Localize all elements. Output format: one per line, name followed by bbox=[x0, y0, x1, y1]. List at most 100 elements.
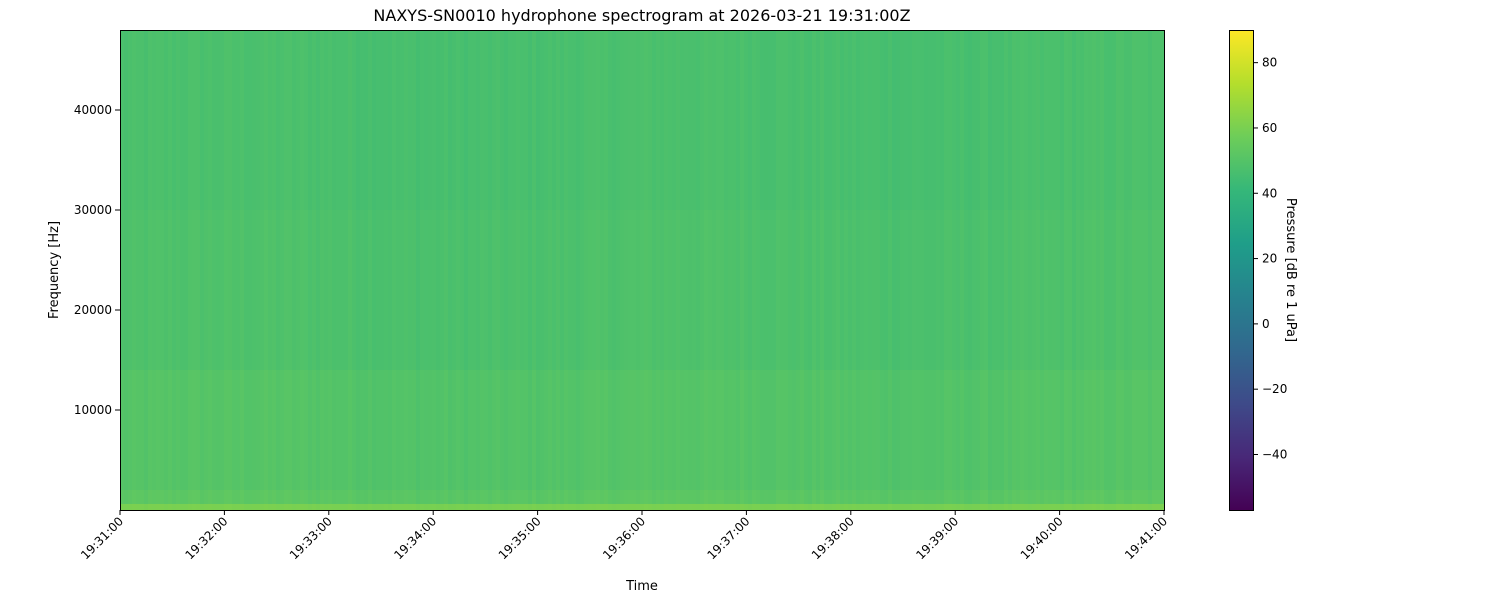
heatmap-cell bbox=[416, 490, 421, 504]
heatmap-cell bbox=[264, 30, 269, 210]
heatmap-cell bbox=[964, 490, 969, 504]
heatmap-cell bbox=[904, 370, 909, 490]
heatmap-cell bbox=[788, 210, 793, 370]
heatmap-cell bbox=[276, 504, 281, 510]
heatmap-cell bbox=[980, 30, 985, 210]
heatmap-cell bbox=[596, 30, 601, 210]
heatmap-cell bbox=[1008, 504, 1013, 510]
heatmap-cell bbox=[500, 504, 505, 510]
heatmap-cell bbox=[328, 370, 333, 490]
heatmap-cell bbox=[188, 210, 193, 370]
heatmap-cell bbox=[604, 504, 609, 510]
heatmap-cell bbox=[352, 490, 357, 504]
heatmap-cell bbox=[448, 210, 453, 370]
heatmap-cell bbox=[144, 370, 149, 490]
heatmap-cell bbox=[436, 490, 441, 504]
heatmap-cell bbox=[684, 30, 689, 210]
heatmap-cell bbox=[132, 30, 137, 210]
heatmap-cell bbox=[612, 370, 617, 490]
heatmap-cell bbox=[284, 370, 289, 490]
heatmap-cell bbox=[952, 504, 957, 510]
heatmap-cell bbox=[532, 30, 537, 210]
heatmap-cell bbox=[460, 490, 465, 504]
heatmap-cell bbox=[552, 504, 557, 510]
heatmap-cell bbox=[572, 504, 577, 510]
heatmap-cell bbox=[1060, 504, 1065, 510]
heatmap-cell bbox=[896, 30, 901, 210]
heatmap-cell bbox=[392, 490, 397, 504]
heatmap-cell bbox=[268, 30, 273, 210]
heatmap-cell bbox=[1004, 370, 1009, 490]
heatmap-cell bbox=[728, 370, 733, 490]
heatmap-cell bbox=[464, 210, 469, 370]
heatmap-cell bbox=[432, 30, 437, 210]
heatmap-cell bbox=[168, 370, 173, 490]
heatmap-cell bbox=[936, 30, 941, 210]
heatmap-cell bbox=[564, 370, 569, 490]
heatmap-cell bbox=[576, 30, 581, 210]
heatmap-cell bbox=[788, 30, 793, 210]
heatmap-cell bbox=[596, 504, 601, 510]
heatmap-cell bbox=[652, 504, 657, 510]
heatmap-cell bbox=[556, 210, 561, 370]
heatmap-cell bbox=[1036, 490, 1041, 504]
heatmap-cell bbox=[920, 504, 925, 510]
heatmap-cell bbox=[220, 504, 225, 510]
heatmap-cell bbox=[660, 210, 665, 370]
heatmap-cell bbox=[424, 490, 429, 504]
heatmap-cell bbox=[348, 210, 353, 370]
heatmap-cell bbox=[152, 210, 157, 370]
heatmap-cell bbox=[336, 210, 341, 370]
heatmap-cell bbox=[836, 370, 841, 490]
heatmap-cell bbox=[144, 504, 149, 510]
heatmap-cell bbox=[1104, 490, 1109, 504]
heatmap-cell bbox=[188, 504, 193, 510]
heatmap-cell bbox=[548, 370, 553, 490]
heatmap-cell bbox=[152, 490, 157, 504]
colorbar-axis: −40 −20 0 20 40 60 80 bbox=[1253, 56, 1287, 461]
heatmap-cell bbox=[248, 370, 253, 490]
heatmap-cell bbox=[432, 210, 437, 370]
heatmap-cell bbox=[856, 30, 861, 210]
heatmap-cell bbox=[1008, 370, 1013, 490]
heatmap-cell bbox=[1104, 210, 1109, 370]
heatmap-cell bbox=[744, 370, 749, 490]
heatmap-cell bbox=[832, 210, 837, 370]
heatmap-cell bbox=[1096, 490, 1101, 504]
heatmap-cell bbox=[1036, 504, 1041, 510]
heatmap-cell bbox=[1020, 370, 1025, 490]
heatmap-cell bbox=[500, 210, 505, 370]
heatmap-cell bbox=[252, 490, 257, 504]
heatmap-cell bbox=[744, 504, 749, 510]
heatmap-cell bbox=[616, 504, 621, 510]
heatmap-cell bbox=[1052, 370, 1057, 490]
heatmap-cell bbox=[1112, 370, 1117, 490]
heatmap-cell bbox=[956, 210, 961, 370]
heatmap-cell bbox=[896, 504, 901, 510]
heatmap-cell bbox=[888, 490, 893, 504]
heatmap-cell bbox=[688, 30, 693, 210]
heatmap-cell bbox=[460, 210, 465, 370]
heatmap-cell bbox=[840, 30, 845, 210]
heatmap-cell bbox=[392, 210, 397, 370]
x-tick-label: 19:40:00 bbox=[1018, 514, 1066, 562]
heatmap-cell bbox=[476, 490, 481, 504]
heatmap-cell bbox=[808, 490, 813, 504]
heatmap-cell bbox=[380, 370, 385, 490]
heatmap-cell bbox=[948, 490, 953, 504]
heatmap-cell bbox=[252, 504, 257, 510]
heatmap-cell bbox=[1140, 504, 1145, 510]
heatmap-cell bbox=[676, 30, 681, 210]
heatmap-cell bbox=[888, 504, 893, 510]
heatmap-cell bbox=[156, 30, 161, 210]
x-tick-label: 19:39:00 bbox=[913, 514, 961, 562]
heatmap-cell bbox=[1156, 30, 1161, 210]
heatmap-cell bbox=[312, 490, 317, 504]
heatmap-cell bbox=[716, 30, 721, 210]
heatmap-cell bbox=[576, 490, 581, 504]
heatmap-cell bbox=[464, 30, 469, 210]
heatmap-cell bbox=[540, 490, 545, 504]
heatmap-cell bbox=[964, 30, 969, 210]
heatmap-cell bbox=[160, 490, 165, 504]
heatmap-cell bbox=[524, 504, 529, 510]
